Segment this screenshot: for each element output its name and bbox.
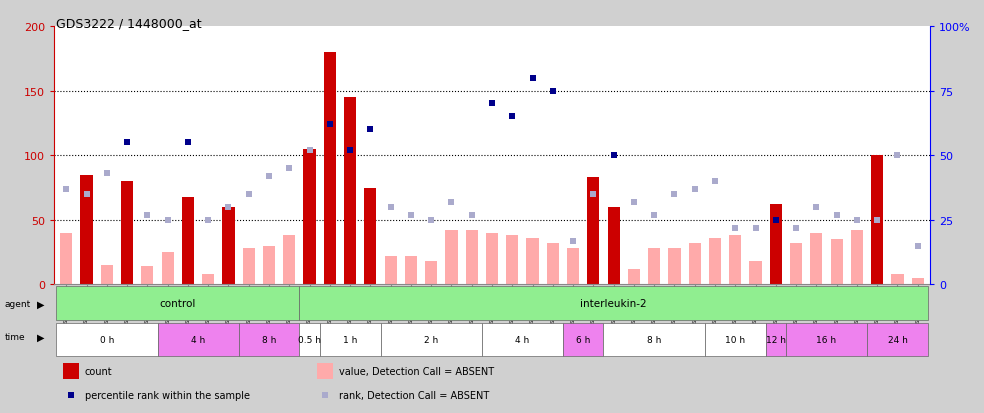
Bar xyxy=(324,52,336,285)
Bar xyxy=(465,230,478,285)
Bar xyxy=(563,323,603,356)
Text: value, Detection Call = ABSENT: value, Detection Call = ABSENT xyxy=(338,366,494,376)
Bar xyxy=(263,246,276,285)
Text: rank, Detection Call = ABSENT: rank, Detection Call = ABSENT xyxy=(338,390,489,400)
Text: time: time xyxy=(5,332,26,341)
Text: 16 h: 16 h xyxy=(817,335,836,344)
Bar xyxy=(766,323,786,356)
Bar xyxy=(482,323,563,356)
Bar xyxy=(628,269,640,285)
Bar xyxy=(63,363,79,379)
Bar xyxy=(182,197,194,285)
Text: control: control xyxy=(159,298,196,308)
Bar xyxy=(486,233,498,285)
Bar xyxy=(56,323,157,356)
Bar xyxy=(547,244,559,285)
Bar xyxy=(299,287,928,320)
Text: percentile rank within the sample: percentile rank within the sample xyxy=(85,390,250,400)
Bar xyxy=(810,233,823,285)
Bar xyxy=(222,207,234,285)
Bar xyxy=(689,244,701,285)
Bar xyxy=(871,156,884,285)
Text: 12 h: 12 h xyxy=(766,335,786,344)
Text: GDS3222 / 1448000_at: GDS3222 / 1448000_at xyxy=(56,17,202,29)
Bar xyxy=(344,98,356,285)
Bar xyxy=(705,323,766,356)
Bar xyxy=(56,287,299,320)
Text: 6 h: 6 h xyxy=(576,335,590,344)
Text: 0 h: 0 h xyxy=(99,335,114,344)
Bar xyxy=(750,261,762,285)
Bar xyxy=(161,252,174,285)
Bar xyxy=(157,323,238,356)
Bar xyxy=(892,275,903,285)
Bar xyxy=(299,323,320,356)
Text: 1 h: 1 h xyxy=(342,335,357,344)
Bar xyxy=(142,267,154,285)
Bar xyxy=(320,323,381,356)
Bar xyxy=(851,230,863,285)
Text: 4 h: 4 h xyxy=(191,335,206,344)
Bar xyxy=(587,178,599,285)
Bar xyxy=(381,323,482,356)
Bar xyxy=(238,323,299,356)
Bar xyxy=(786,323,867,356)
Bar xyxy=(830,240,842,285)
Text: 8 h: 8 h xyxy=(262,335,277,344)
Bar xyxy=(364,188,377,285)
Bar xyxy=(567,249,580,285)
Text: 4 h: 4 h xyxy=(516,335,529,344)
Bar xyxy=(385,256,397,285)
Bar xyxy=(506,236,519,285)
Bar xyxy=(303,150,316,285)
Text: 0.5 h: 0.5 h xyxy=(298,335,321,344)
Bar xyxy=(911,278,924,285)
Bar xyxy=(607,207,620,285)
Text: interleukin-2: interleukin-2 xyxy=(581,298,646,308)
Text: 24 h: 24 h xyxy=(888,335,907,344)
Bar xyxy=(121,182,133,285)
Bar xyxy=(648,249,660,285)
Text: ▶: ▶ xyxy=(37,299,45,309)
Bar xyxy=(283,236,295,285)
Bar xyxy=(526,238,538,285)
Bar xyxy=(100,266,113,285)
Bar xyxy=(81,175,92,285)
Bar xyxy=(867,323,928,356)
Bar xyxy=(769,205,782,285)
Bar xyxy=(317,363,333,379)
Text: 2 h: 2 h xyxy=(424,335,438,344)
Bar xyxy=(404,256,417,285)
Bar xyxy=(729,236,741,285)
Bar xyxy=(790,244,802,285)
Text: ▶: ▶ xyxy=(37,332,45,342)
Bar xyxy=(446,230,458,285)
Text: 8 h: 8 h xyxy=(647,335,661,344)
Bar xyxy=(243,249,255,285)
Bar xyxy=(708,238,721,285)
Bar xyxy=(668,249,681,285)
Bar xyxy=(60,233,73,285)
Text: 10 h: 10 h xyxy=(725,335,745,344)
Bar xyxy=(603,323,705,356)
Bar xyxy=(425,261,437,285)
Text: agent: agent xyxy=(5,299,31,308)
Bar xyxy=(202,275,215,285)
Text: count: count xyxy=(85,366,112,376)
